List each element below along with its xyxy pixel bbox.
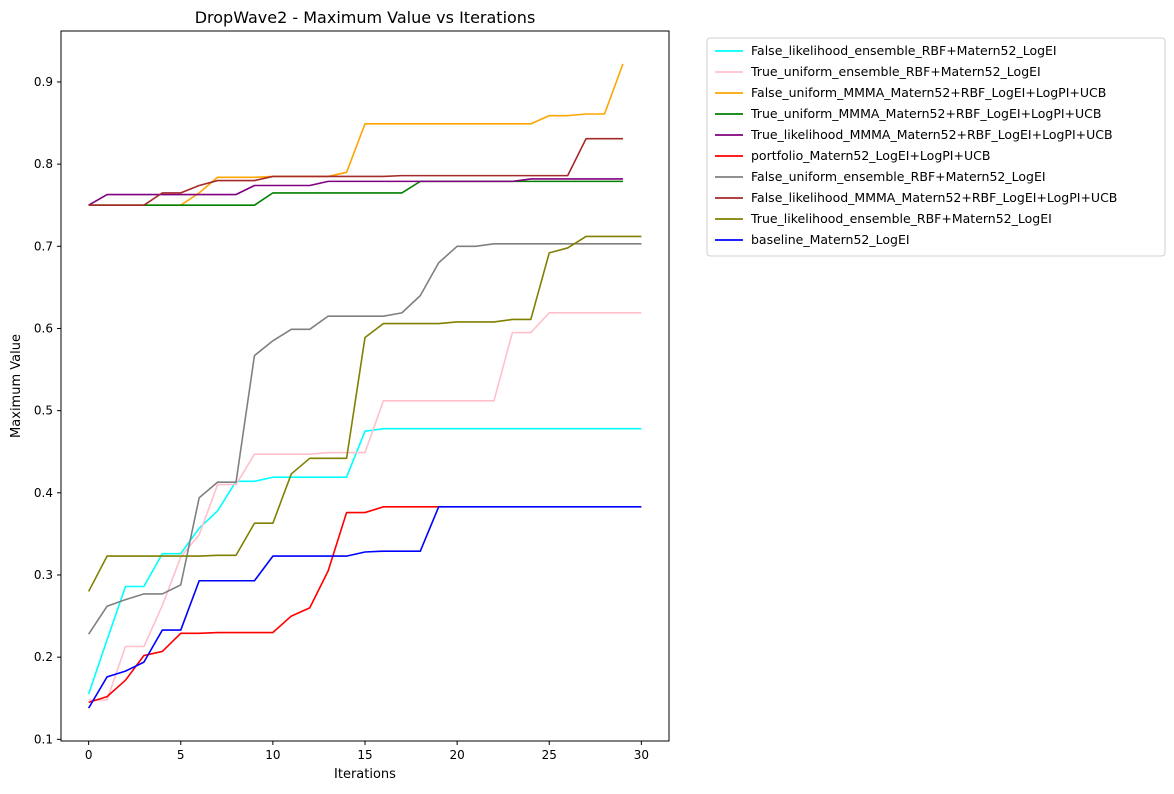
- series-line-6: [88, 505, 439, 704]
- legend-label: True_uniform_MMMA_Matern52+RBF_LogEI+Log…: [750, 106, 1102, 121]
- chart-title: DropWave2 - Maximum Value vs Iterations: [195, 8, 536, 27]
- y-tick-label: 0.1: [34, 732, 53, 746]
- legend-label: portfolio_Matern52_LogEI+LogPI+UCB: [751, 148, 990, 163]
- series-line-5: [88, 178, 623, 206]
- y-tick-label: 0.8: [34, 157, 53, 171]
- x-tick-label: 10: [265, 748, 280, 762]
- y-tick-label: 0.4: [34, 486, 53, 500]
- x-tick-label: 5: [177, 748, 185, 762]
- series-line-10: [87, 505, 642, 709]
- legend-label: True_likelihood_MMMA_Matern52+RBF_LogEI+…: [750, 127, 1113, 142]
- series-line-7: [87, 243, 642, 635]
- series-line-4: [88, 180, 623, 207]
- x-tick-label: 20: [449, 748, 464, 762]
- y-tick-label: 0.5: [34, 404, 53, 418]
- y-axis-label: Maximum Value: [9, 334, 24, 438]
- legend-label: False_likelihood_MMMA_Matern52+RBF_LogEI…: [751, 190, 1117, 205]
- legend: False_likelihood_ensemble_RBF+Matern52_L…: [706, 37, 1166, 257]
- legend-label: False_likelihood_ensemble_RBF+Matern52_L…: [751, 43, 1057, 58]
- plot-area-frame: [60, 30, 670, 742]
- x-axis-label: Iterations: [334, 767, 396, 782]
- y-tick-label: 0.3: [34, 568, 53, 582]
- legend-label: True_likelihood_ensemble_RBF+Matern52_Lo…: [750, 211, 1052, 226]
- y-axis-ticks: 0.1 0.2 0.3 0.4 0.5 0.6 0.7 0.8 0.9: [34, 75, 61, 746]
- legend-label: baseline_Matern52_LogEI: [751, 232, 910, 247]
- series-line-3: [88, 63, 624, 207]
- y-tick-label: 0.7: [34, 239, 53, 253]
- series-line-2: [88, 312, 642, 701]
- series-line-1: [87, 427, 642, 695]
- legend-label: False_uniform_ensemble_RBF+Matern52_LogE…: [751, 169, 1046, 184]
- y-tick-label: 0.9: [34, 75, 53, 89]
- x-axis-ticks: 0 5 10 15 20 25 30: [85, 741, 649, 762]
- series-layer: [87, 63, 642, 709]
- legend-label: True_uniform_ensemble_RBF+Matern52_LogEI: [750, 64, 1041, 79]
- series-line-9: [87, 235, 642, 592]
- legend-label: False_uniform_MMMA_Matern52+RBF_LogEI+Lo…: [751, 85, 1106, 100]
- series-line-8: [88, 137, 623, 207]
- legend-frame: [706, 37, 1166, 257]
- y-tick-label: 0.6: [34, 321, 53, 335]
- y-tick-label: 0.2: [34, 650, 53, 664]
- x-tick-label: 30: [634, 748, 649, 762]
- x-tick-label: 0: [85, 748, 93, 762]
- x-tick-label: 15: [357, 748, 372, 762]
- x-tick-label: 25: [542, 748, 557, 762]
